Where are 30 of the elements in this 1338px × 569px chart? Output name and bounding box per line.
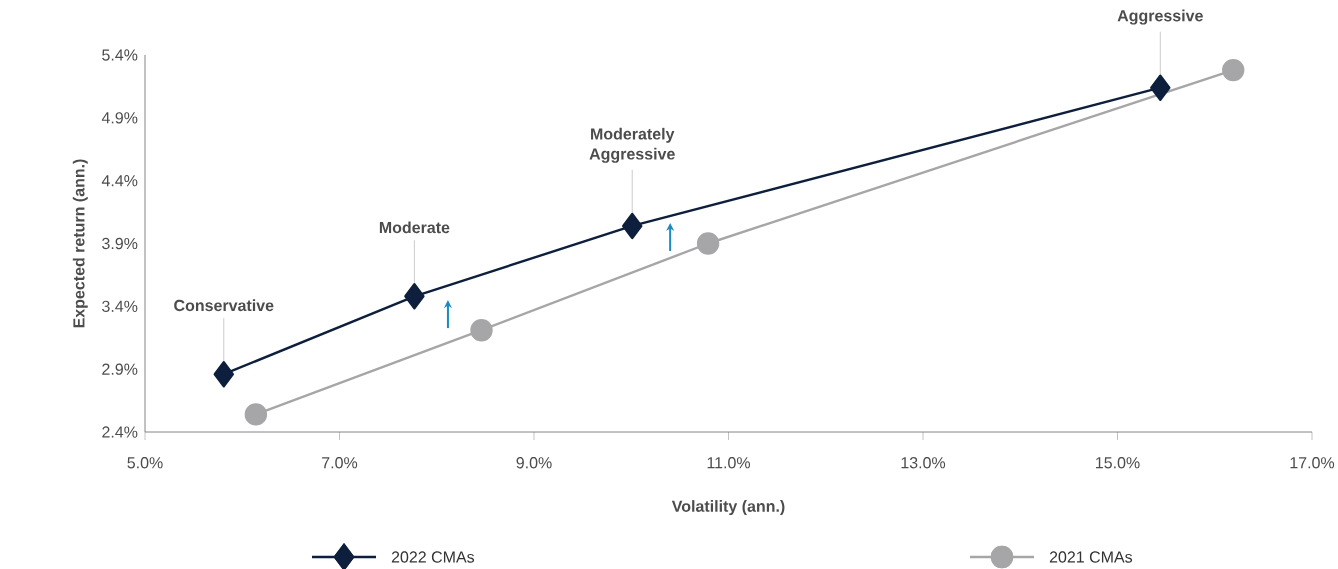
point (1150, 74, 1171, 101)
y-tick-label: 4.4% (101, 175, 138, 187)
point (244, 403, 268, 426)
legend-label: 2022 CMAs (391, 551, 475, 563)
annotation: Moderate (379, 221, 450, 234)
x-tick-label: 17.0% (1290, 457, 1335, 469)
x-tick-label: 7.0% (322, 457, 358, 469)
x-tick-label: 9.0% (516, 457, 552, 469)
y-tick-label: 5.4% (102, 49, 138, 61)
x-tick-label: 15.0% (1096, 457, 1140, 469)
annotation: Conservative (174, 299, 274, 312)
annotation: Aggressive (1117, 9, 1203, 25)
y-tick-label: 3.4% (102, 300, 138, 312)
legend-label: 2021 CMAs (1049, 551, 1133, 563)
point (1222, 58, 1245, 82)
point (622, 212, 643, 240)
point (470, 319, 493, 342)
annotation: Moderately Aggressive (589, 127, 675, 163)
point (213, 360, 234, 388)
y-tick-label: 4.9% (101, 112, 138, 124)
y-axis-title: Expected return (ann.) (72, 159, 88, 328)
x-tick-label: 11.0% (707, 457, 751, 469)
point (696, 232, 720, 255)
point (404, 283, 425, 310)
y-tick-label: 2.9% (102, 363, 138, 375)
y-tick-label: 2.4% (102, 426, 138, 438)
x-tick-label: 5.0% (127, 457, 163, 469)
x-axis-title: Volatility (ann.) (671, 500, 785, 516)
y-tick-label: 3.9% (102, 237, 138, 250)
x-tick-label: 13.0% (901, 457, 946, 469)
